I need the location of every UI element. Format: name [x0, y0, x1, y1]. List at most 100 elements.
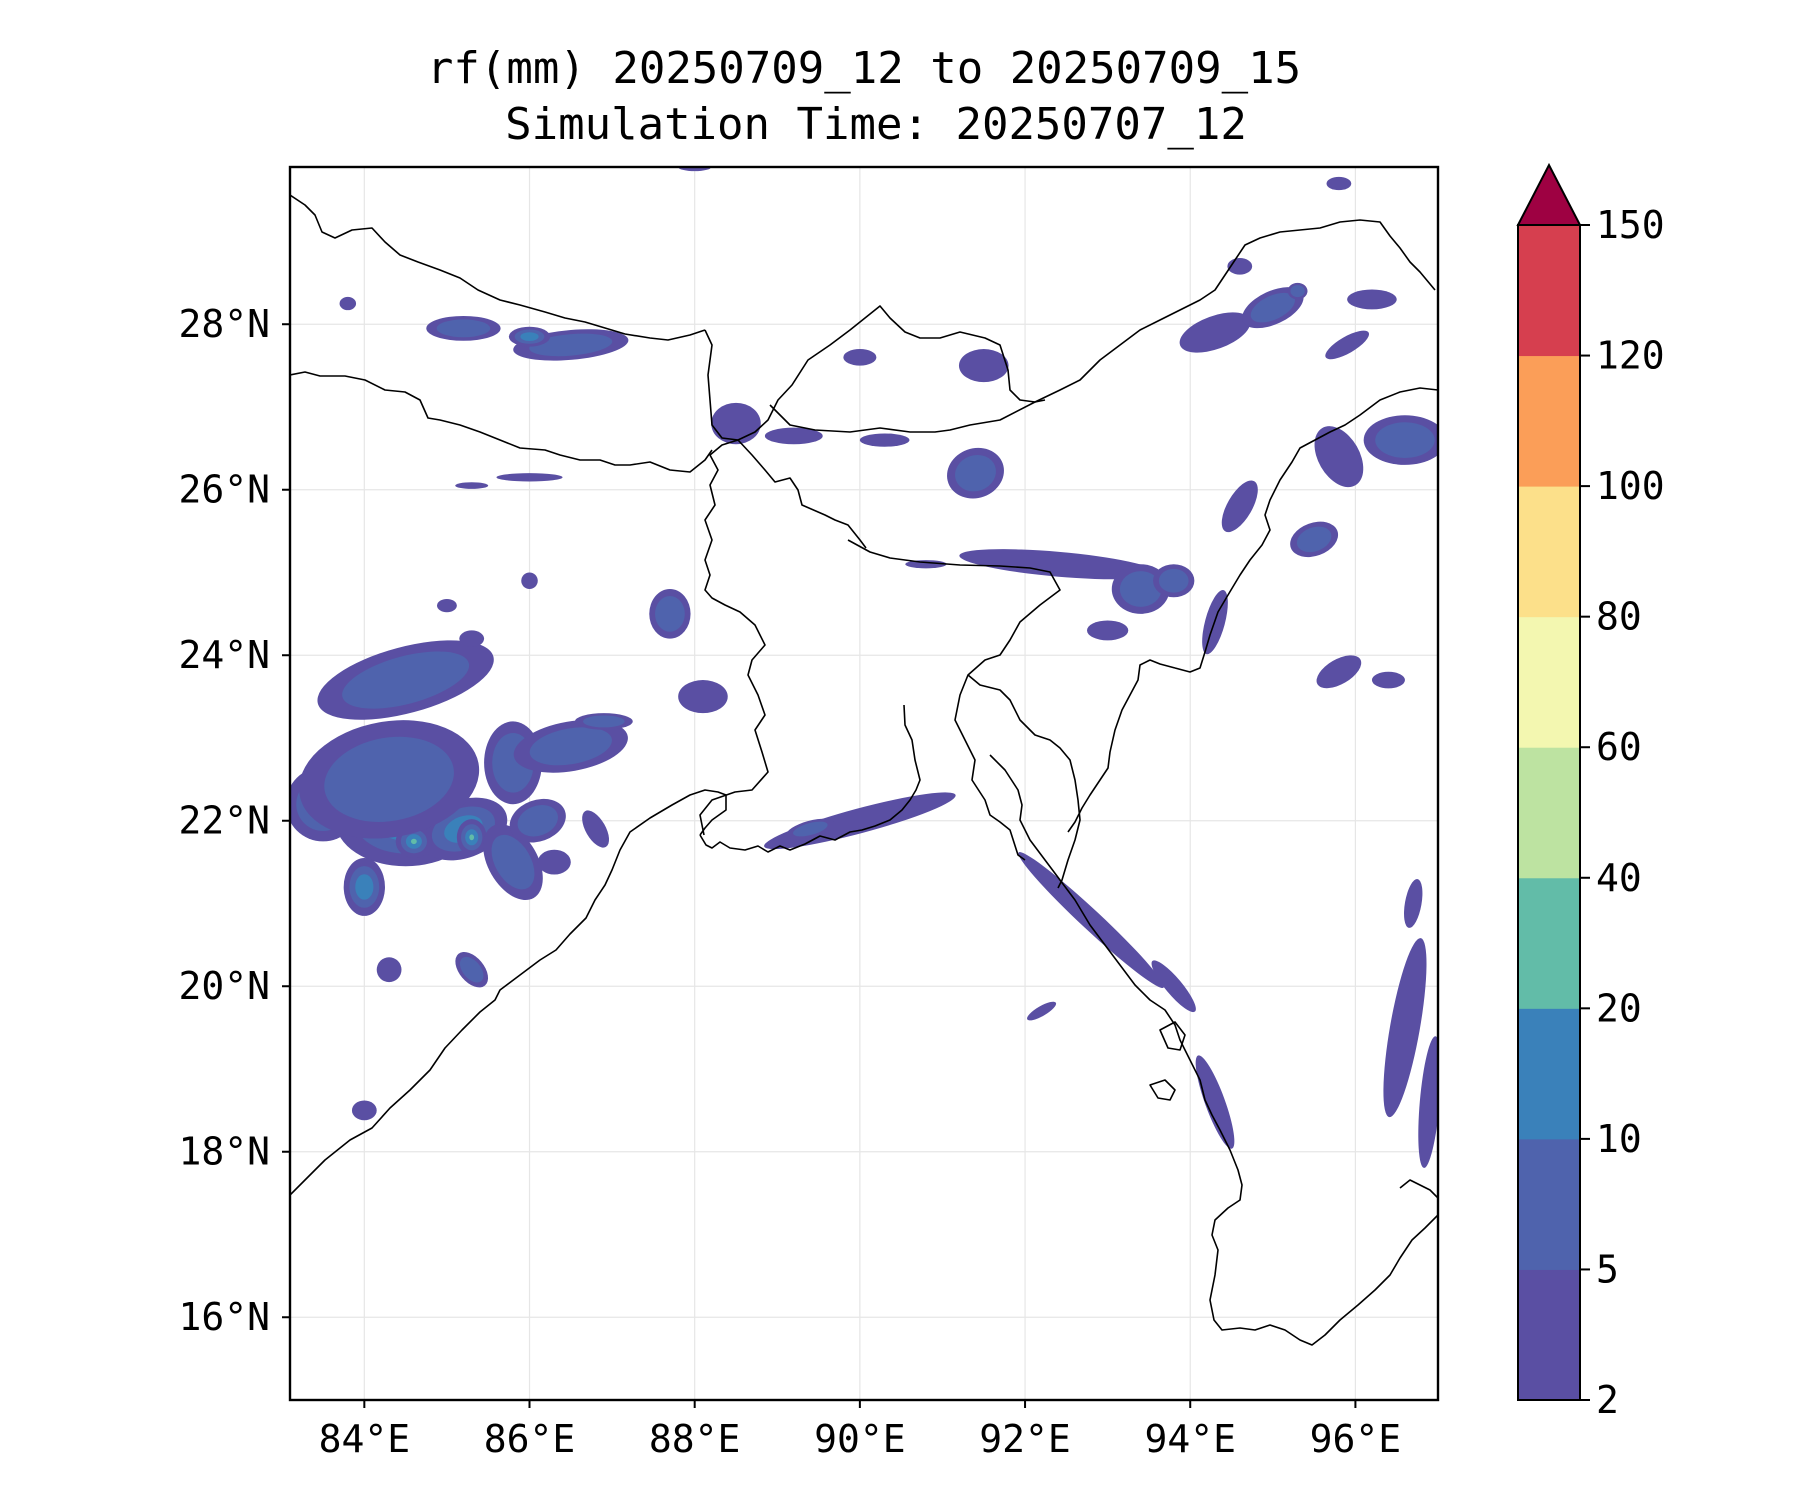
coastline-myanmar: [989, 754, 1438, 1346]
rain-contour-level-0: [1179, 312, 1251, 353]
rain-contour-level-1: [1296, 526, 1332, 553]
lon-tick-label: 90°E: [814, 1417, 906, 1461]
rain-contour-level-0: [537, 849, 571, 875]
rain-contour-level-0: [959, 549, 1157, 580]
rain-contour-level-1: [655, 595, 685, 632]
rain-contour-level-0: [1027, 1001, 1057, 1021]
lon-tick-label: 84°E: [319, 1417, 411, 1461]
rain-contour-level-0: [1086, 620, 1129, 641]
rain-contour-level-0: [678, 680, 728, 714]
rain-contour-level-0: [1325, 330, 1370, 360]
rain-contour-level-3: [410, 838, 417, 845]
rain-contour-level-1: [1250, 292, 1295, 323]
colorbar-label: 20: [1596, 986, 1642, 1030]
rain-contour-level-3: [469, 834, 475, 841]
rain-contour-level-0: [459, 630, 485, 647]
island-ramree: [1159, 1021, 1186, 1051]
rain-contour-level-0: [1347, 289, 1397, 310]
border-nepal-india: [290, 371, 713, 473]
colorbar-segment: [1518, 225, 1580, 357]
latitude-ticks: 16°N 18°N 20°N 22°N 24°N 26°N 28°N: [178, 302, 290, 1339]
rain-contour-level-0: [1418, 1036, 1438, 1168]
lat-tick-label: 28°N: [178, 302, 270, 346]
border-bhutan-south: [769, 401, 1036, 433]
rain-contour-level-2: [355, 874, 374, 900]
colorbar-segment: [1518, 1269, 1580, 1401]
rain-contour-level-0: [1371, 671, 1405, 689]
rain-contour-level-1: [491, 834, 535, 890]
rain-contour-level-0: [1383, 938, 1427, 1118]
coastline-east-india: [290, 789, 727, 1196]
colorbar-segment: [1518, 1138, 1580, 1270]
rain-contour-level-1: [955, 454, 996, 492]
border-nepal-china: [290, 194, 706, 341]
colorbar-label: 40: [1596, 856, 1642, 900]
colorbar-label: 100: [1596, 464, 1665, 508]
rain-contour-level-1: [324, 736, 454, 822]
rain-contour-level-0: [376, 957, 402, 983]
rain-contour-level-1: [529, 727, 612, 766]
lat-tick-label: 18°N: [178, 1130, 270, 1174]
rain-contour-level-1: [1375, 422, 1435, 458]
border-ne-india-myanmar: [1174, 387, 1438, 673]
rain-contour-level-1: [342, 651, 470, 709]
lat-tick-label: 24°N: [178, 633, 270, 677]
rain-contour-level-1: [517, 805, 558, 837]
colorbar-label: 10: [1596, 1117, 1642, 1161]
border-ne-india-china: [1034, 219, 1436, 403]
rain-contour-level-0: [843, 349, 877, 366]
border-tripura: [967, 674, 1081, 889]
rain-contour-level-1: [1158, 568, 1189, 593]
colorbar-segment: [1518, 1008, 1580, 1140]
map-title: rf(mm) 20250709_12 to 20250709_15: [427, 43, 1301, 94]
rain-contour-level-0: [1195, 1055, 1235, 1149]
border-myanmar-thailand: [1399, 1179, 1438, 1199]
rain-contour-level-1: [459, 956, 484, 983]
rain-contour-level-0: [455, 482, 489, 489]
rain-contour-level-1: [1290, 285, 1305, 298]
lat-tick-label: 26°N: [178, 468, 270, 512]
rain-contour-level-1: [793, 821, 828, 837]
coastline-bengal-delta: [699, 704, 921, 853]
rain-contour-level-0: [711, 402, 761, 445]
coastlines-borders: [290, 194, 1438, 1346]
rain-contour-level-1: [1119, 571, 1162, 607]
map-frame: [288, 165, 1440, 1402]
rain-contour-level-0: [1314, 426, 1364, 488]
rain-contour-level-0: [521, 572, 538, 590]
map-subtitle: Simulation Time: 20250707_12: [505, 99, 1247, 150]
lon-tick-label: 88°E: [649, 1417, 741, 1461]
lon-tick-label: 86°E: [484, 1417, 576, 1461]
colorbar-label: 80: [1596, 595, 1642, 639]
border-myanmar-india-south: [1067, 659, 1176, 833]
rain-contour-level-0: [1221, 480, 1258, 533]
rain-contour-level-1: [583, 715, 625, 728]
colorbar-label: 2: [1596, 1378, 1619, 1422]
rain-contour-level-0: [1326, 176, 1352, 191]
lat-tick-label: 20°N: [178, 964, 270, 1008]
colorbar-extend-arrow: [1516, 162, 1582, 226]
rain-contour-level-0: [1404, 879, 1423, 928]
rain-contour-level-0: [1018, 852, 1164, 989]
longitude-ticks: 84°E 86°E 88°E 90°E 92°E 94°E 96°E: [319, 1400, 1402, 1461]
lat-tick-label: 16°N: [178, 1295, 270, 1339]
colorbar-label: 120: [1596, 334, 1665, 378]
rainfall-contours: [290, 167, 1438, 1168]
lon-tick-label: 96°E: [1310, 1417, 1402, 1461]
border-bangladesh-west: [699, 439, 867, 836]
island-cheduba: [1149, 1079, 1176, 1101]
lon-tick-label: 92°E: [979, 1417, 1071, 1461]
lat-tick-label: 22°N: [178, 799, 270, 843]
colorbar: 2 5 10 20 40 60 80 100 120 150: [1516, 162, 1665, 1422]
border-bhutan: [704, 305, 1046, 441]
colorbar-segment: [1518, 616, 1580, 748]
rain-contour-level-0: [1151, 960, 1196, 1013]
rain-contour-level-0: [958, 349, 1009, 383]
colorbar-segment: [1518, 747, 1580, 879]
rain-contour-level-0: [582, 810, 610, 848]
rain-contour-level-0: [859, 433, 910, 447]
colorbar-segment: [1518, 877, 1580, 1009]
border-bangladesh-east: [847, 539, 1061, 861]
rain-contour-level-1: [436, 319, 491, 338]
